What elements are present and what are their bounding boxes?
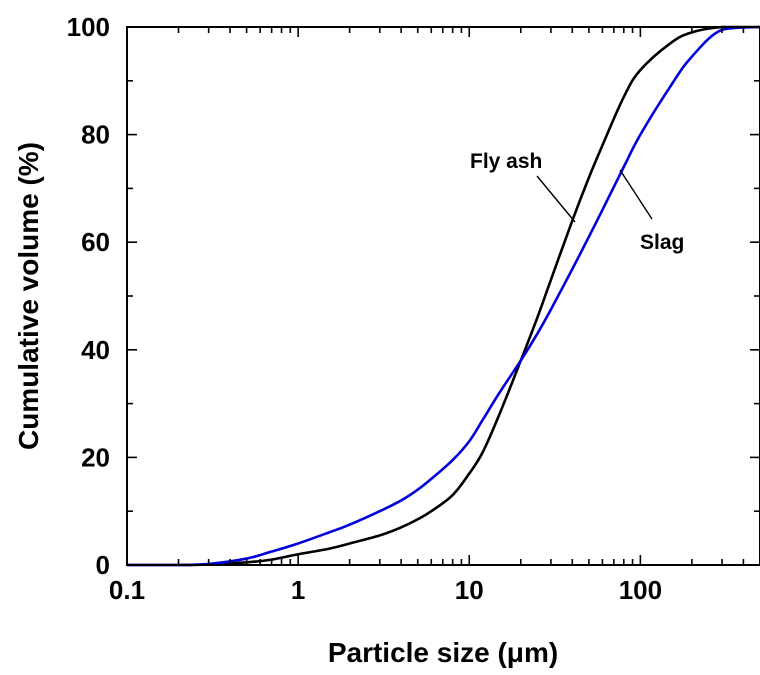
y-tick-label: 20 — [81, 442, 110, 472]
curves — [126, 25, 760, 567]
y-axis: 0 20 40 60 80 100 — [67, 12, 760, 580]
slag-label: Slag — [640, 231, 684, 254]
x-axis-title: Particle size (μm) — [328, 637, 558, 668]
x-axis: 0.1 1 10 100 — [109, 27, 760, 605]
series-line-fly-ash — [126, 25, 760, 567]
x-tick-label: 0.1 — [109, 575, 145, 605]
y-tick-label: 100 — [67, 12, 110, 42]
y-tick-label: 40 — [81, 335, 110, 365]
fly-ash-label: Fly ash — [470, 150, 542, 173]
x-tick-label: 100 — [619, 575, 662, 605]
x-tick-label: 10 — [455, 575, 484, 605]
annotations: Fly ash Slag — [470, 150, 684, 254]
y-tick-label: 80 — [81, 120, 110, 150]
fly-ash-leader-line — [536, 175, 576, 223]
y-tick-label: 60 — [81, 227, 110, 257]
plot-frame — [126, 26, 760, 566]
series-line-slag — [126, 25, 760, 567]
y-axis-title: Cumulative volume (%) — [13, 142, 44, 450]
slag-leader-line — [619, 169, 653, 220]
x-tick-label: 1 — [291, 575, 305, 605]
y-tick-label: 0 — [96, 550, 110, 580]
